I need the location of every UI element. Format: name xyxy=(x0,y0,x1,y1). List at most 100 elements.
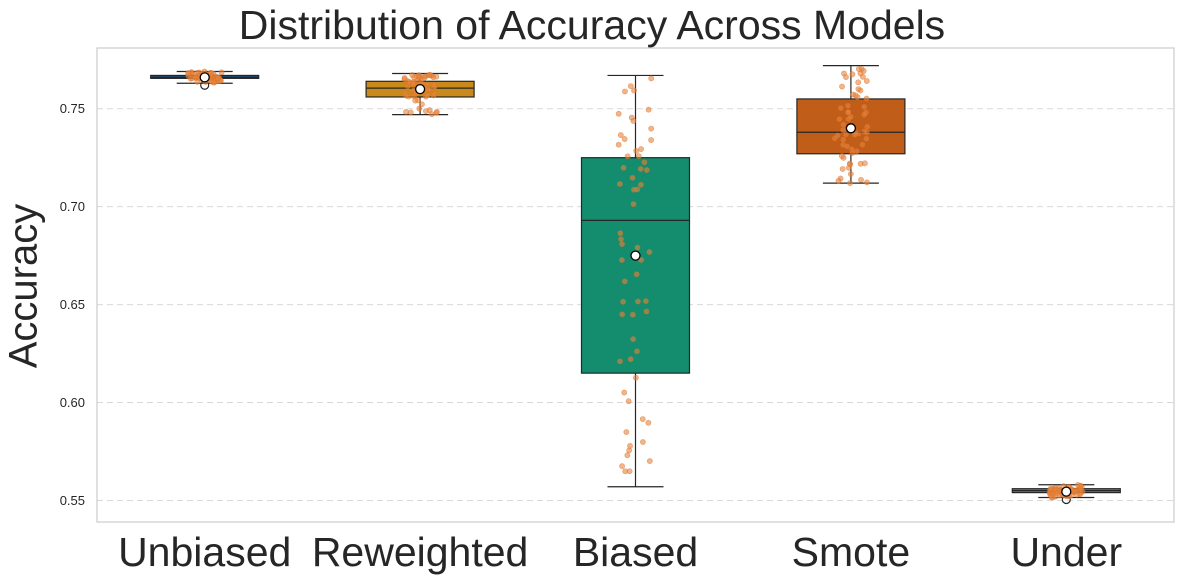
data-point xyxy=(629,311,636,318)
data-point xyxy=(861,160,868,167)
data-point xyxy=(403,108,409,115)
box-body xyxy=(580,157,691,374)
data-point xyxy=(617,230,624,237)
data-point xyxy=(839,166,846,172)
data-point xyxy=(646,458,653,464)
data-point xyxy=(633,148,640,154)
data-point xyxy=(861,103,868,110)
data-point xyxy=(847,180,853,186)
y-tick-label: 0.55 xyxy=(60,493,85,508)
data-point xyxy=(624,452,631,459)
data-point xyxy=(847,161,854,168)
data-point xyxy=(422,108,429,115)
data-point xyxy=(638,181,644,188)
data-point xyxy=(631,87,637,94)
data-point xyxy=(831,135,838,142)
x-tick-label: Biased xyxy=(573,529,698,575)
data-point xyxy=(1054,490,1060,497)
data-point xyxy=(838,153,845,159)
x-tick-label: Under xyxy=(1010,529,1122,575)
data-point xyxy=(648,75,655,82)
data-point xyxy=(861,111,868,118)
data-point xyxy=(433,73,440,80)
data-point xyxy=(639,416,646,423)
data-point xyxy=(863,135,870,142)
data-point xyxy=(416,73,423,79)
data-point xyxy=(845,102,851,109)
data-point xyxy=(616,181,623,187)
data-point xyxy=(185,70,192,76)
y-tick-label: 0.70 xyxy=(60,199,85,214)
data-point xyxy=(421,74,428,81)
data-point xyxy=(863,78,870,84)
data-point xyxy=(627,83,634,89)
data-point xyxy=(218,69,225,76)
data-point xyxy=(629,174,636,181)
data-point xyxy=(625,398,632,405)
data-point xyxy=(403,92,409,99)
x-tick-label: Reweighted xyxy=(312,529,529,575)
data-point xyxy=(426,72,433,79)
data-point xyxy=(621,136,628,142)
data-point xyxy=(638,257,645,263)
data-point xyxy=(1072,487,1079,494)
data-point xyxy=(855,86,862,92)
data-point xyxy=(840,127,847,134)
data-point xyxy=(424,92,431,98)
data-point xyxy=(642,298,649,305)
data-point xyxy=(619,241,625,248)
mean-marker xyxy=(630,250,641,261)
data-point xyxy=(428,111,435,118)
data-point xyxy=(409,80,416,87)
data-point xyxy=(855,79,862,86)
data-point xyxy=(622,88,628,95)
data-point xyxy=(638,146,644,152)
data-point xyxy=(843,74,849,81)
data-point xyxy=(407,109,414,116)
chart-title: Distribution of Accuracy Across Models xyxy=(238,2,946,48)
data-point xyxy=(615,110,622,117)
plot-frame xyxy=(96,47,1175,523)
data-point xyxy=(618,236,624,243)
data-point xyxy=(849,150,856,156)
data-point xyxy=(852,92,859,99)
data-point xyxy=(620,164,627,171)
data-point xyxy=(633,271,640,278)
data-point xyxy=(843,131,849,138)
data-point xyxy=(624,153,631,160)
y-tick-label: 0.60 xyxy=(60,395,85,410)
data-point xyxy=(431,81,437,88)
data-point xyxy=(863,179,870,186)
data-point xyxy=(637,166,644,172)
y-tick-label: 0.65 xyxy=(60,297,85,312)
data-point xyxy=(412,97,419,104)
x-tick-label: Unbiased xyxy=(118,529,291,575)
data-point xyxy=(840,121,847,128)
data-point xyxy=(618,257,625,263)
data-point xyxy=(635,153,642,160)
y-ticks: 0.55 0.60 0.65 0.70 0.75 xyxy=(60,101,85,508)
data-point xyxy=(634,244,641,251)
data-point xyxy=(627,356,634,363)
data-point xyxy=(844,143,850,150)
data-point xyxy=(617,358,623,365)
data-point xyxy=(635,298,641,305)
data-point xyxy=(416,105,423,112)
data-point xyxy=(411,74,418,81)
data-point xyxy=(623,429,630,435)
data-point xyxy=(858,176,864,183)
data-point xyxy=(619,463,625,470)
data-point xyxy=(835,177,842,184)
data-point xyxy=(837,105,844,111)
data-point xyxy=(634,186,641,193)
mean-marker xyxy=(414,83,426,95)
mean-marker xyxy=(845,123,857,134)
data-point xyxy=(643,308,650,315)
mean-marker xyxy=(199,72,210,83)
data-point xyxy=(864,123,871,130)
data-point xyxy=(620,298,626,305)
data-point xyxy=(847,113,854,120)
data-point xyxy=(645,419,652,426)
data-point xyxy=(621,389,628,396)
